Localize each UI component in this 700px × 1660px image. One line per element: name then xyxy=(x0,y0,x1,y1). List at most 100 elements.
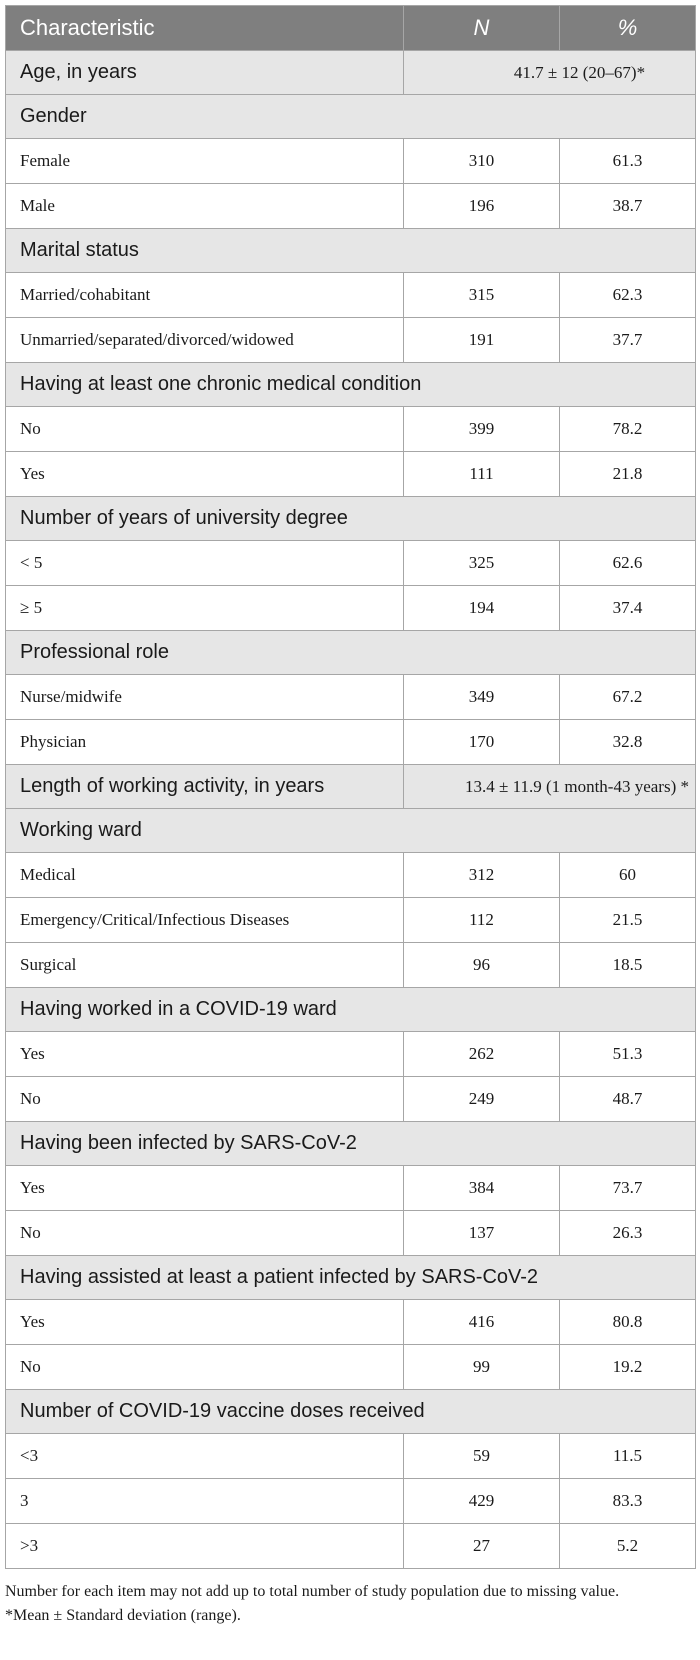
section-professional-role: Professional role xyxy=(5,630,696,675)
age-row: Age, in years 41.7 ± 12 (20–67)* xyxy=(5,50,696,95)
table-row: Physician 170 32.8 xyxy=(5,719,696,765)
row-n: 191 xyxy=(403,317,560,363)
table-row: No 137 26.3 xyxy=(5,1210,696,1256)
section-university-degree: Number of years of university degree xyxy=(5,496,696,541)
row-percent: 80.8 xyxy=(559,1299,696,1345)
row-n: 325 xyxy=(403,540,560,586)
table-row: Surgical 96 18.5 xyxy=(5,942,696,988)
header-characteristic: Characteristic xyxy=(5,5,404,51)
row-n: 99 xyxy=(403,1344,560,1390)
row-n: 384 xyxy=(403,1165,560,1211)
table-row: Female 310 61.3 xyxy=(5,138,696,184)
table-row: Unmarried/separated/divorced/widowed 191… xyxy=(5,317,696,363)
row-n: 137 xyxy=(403,1210,560,1256)
row-label: ≥ 5 xyxy=(5,585,404,631)
row-n: 194 xyxy=(403,585,560,631)
row-label: No xyxy=(5,1210,404,1256)
row-n: 315 xyxy=(403,272,560,318)
section-infected: Having been infected by SARS-CoV-2 xyxy=(5,1121,696,1166)
row-n: 399 xyxy=(403,406,560,452)
row-label: Female xyxy=(5,138,404,184)
header-percent: % xyxy=(559,5,696,51)
row-n: 312 xyxy=(403,852,560,898)
section-title: Working ward xyxy=(5,808,696,853)
working-length-label: Length of working activity, in years xyxy=(5,764,404,809)
row-label: <3 xyxy=(5,1433,404,1479)
table-row: Married/cohabitant 315 62.3 xyxy=(5,272,696,318)
row-n: 170 xyxy=(403,719,560,765)
table-row: No 99 19.2 xyxy=(5,1344,696,1390)
row-percent: 51.3 xyxy=(559,1031,696,1077)
row-percent: 61.3 xyxy=(559,138,696,184)
row-n: 27 xyxy=(403,1523,560,1569)
row-n: 349 xyxy=(403,674,560,720)
row-n: 112 xyxy=(403,897,560,943)
table-header: Characteristic N % xyxy=(5,5,696,51)
section-title: Gender xyxy=(5,94,696,139)
section-title: Number of years of university degree xyxy=(5,496,696,541)
row-percent: 37.4 xyxy=(559,585,696,631)
row-label: 3 xyxy=(5,1478,404,1524)
table-row: <3 59 11.5 xyxy=(5,1433,696,1479)
row-label: >3 xyxy=(5,1523,404,1569)
characteristics-table: Characteristic N % Age, in years 41.7 ± … xyxy=(5,5,696,1569)
footnote-missing-values: Number for each item may not add up to t… xyxy=(5,1583,620,1600)
section-title: Having at least one chronic medical cond… xyxy=(5,362,696,407)
section-chronic-condition: Having at least one chronic medical cond… xyxy=(5,362,696,407)
row-label: Yes xyxy=(5,451,404,497)
section-marital-status: Marital status xyxy=(5,228,696,273)
row-percent: 73.7 xyxy=(559,1165,696,1211)
row-percent: 26.3 xyxy=(559,1210,696,1256)
row-label: Medical xyxy=(5,852,404,898)
table-row: Yes 384 73.7 xyxy=(5,1165,696,1211)
section-title: Number of COVID-19 vaccine doses receive… xyxy=(5,1389,696,1434)
section-covid-ward: Having worked in a COVID-19 ward xyxy=(5,987,696,1032)
row-n: 59 xyxy=(403,1433,560,1479)
section-title: Having been infected by SARS-CoV-2 xyxy=(5,1121,696,1166)
row-label: No xyxy=(5,1344,404,1390)
table-row: No 249 48.7 xyxy=(5,1076,696,1122)
table-row: Yes 262 51.3 xyxy=(5,1031,696,1077)
section-title: Having assisted at least a patient infec… xyxy=(5,1255,696,1300)
row-percent: 21.5 xyxy=(559,897,696,943)
row-label: < 5 xyxy=(5,540,404,586)
table-row: Yes 416 80.8 xyxy=(5,1299,696,1345)
row-percent: 32.8 xyxy=(559,719,696,765)
row-percent: 48.7 xyxy=(559,1076,696,1122)
row-percent: 5.2 xyxy=(559,1523,696,1569)
row-label: Physician xyxy=(5,719,404,765)
row-label: No xyxy=(5,406,404,452)
row-label: Yes xyxy=(5,1299,404,1345)
row-n: 310 xyxy=(403,138,560,184)
row-percent: 38.7 xyxy=(559,183,696,229)
row-percent: 60 xyxy=(559,852,696,898)
footnote-mean-sd: *Mean ± Standard deviation (range). xyxy=(5,1607,241,1624)
table-row: Emergency/Critical/Infectious Diseases 1… xyxy=(5,897,696,943)
table-row: Medical 312 60 xyxy=(5,852,696,898)
row-n: 416 xyxy=(403,1299,560,1345)
section-assisted-patient: Having assisted at least a patient infec… xyxy=(5,1255,696,1300)
age-label: Age, in years xyxy=(5,50,404,95)
row-percent: 62.6 xyxy=(559,540,696,586)
row-label: No xyxy=(5,1076,404,1122)
row-label: Yes xyxy=(5,1165,404,1211)
row-n: 111 xyxy=(403,451,560,497)
row-percent: 18.5 xyxy=(559,942,696,988)
section-title: Professional role xyxy=(5,630,696,675)
row-percent: 83.3 xyxy=(559,1478,696,1524)
row-percent: 21.8 xyxy=(559,451,696,497)
row-label: Married/cohabitant xyxy=(5,272,404,318)
row-percent: 67.2 xyxy=(559,674,696,720)
row-n: 249 xyxy=(403,1076,560,1122)
row-n: 196 xyxy=(403,183,560,229)
table-row: ≥ 5 194 37.4 xyxy=(5,585,696,631)
row-label: Nurse/midwife xyxy=(5,674,404,720)
header-n: N xyxy=(403,5,560,51)
table-row: >3 27 5.2 xyxy=(5,1523,696,1569)
row-n: 262 xyxy=(403,1031,560,1077)
row-percent: 11.5 xyxy=(559,1433,696,1479)
row-label: Emergency/Critical/Infectious Diseases xyxy=(5,897,404,943)
row-n: 96 xyxy=(403,942,560,988)
section-vaccine-doses: Number of COVID-19 vaccine doses receive… xyxy=(5,1389,696,1434)
section-title: Having worked in a COVID-19 ward xyxy=(5,987,696,1032)
